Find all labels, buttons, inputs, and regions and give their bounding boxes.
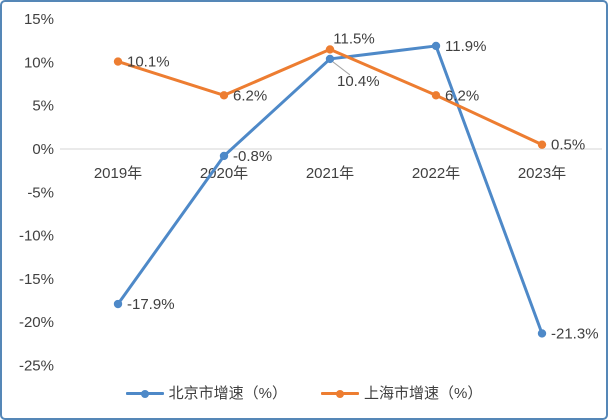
legend-item-0: 北京市增速（%） <box>125 385 287 402</box>
y-axis-tick-label: 10% <box>24 54 54 71</box>
y-axis-tick-label: -20% <box>19 314 54 331</box>
data-label-leader-line <box>332 61 351 76</box>
x-axis-tick-label: 2022年 <box>412 165 460 182</box>
legend-item-1: 上海市增速（%） <box>321 386 482 401</box>
series-0-point-1 <box>219 151 229 161</box>
legend-line-marker-icon <box>321 389 359 398</box>
series-1-point-2 <box>325 45 335 54</box>
series-1-point-3 <box>431 91 441 100</box>
series-0-point-2 <box>325 54 335 64</box>
line-chart-canvas: 15% 10% 5% 0% -5% -10% -15% -20% -25% 2019年 2020年 2… <box>19 11 602 375</box>
legend-line-marker-icon <box>125 389 164 398</box>
data-label: 11.9% <box>445 38 486 55</box>
data-label: 6.2% <box>445 87 479 104</box>
data-label: 0.5% <box>551 137 585 154</box>
chart-legend: 北京市增速（%） 上海市增速（%） <box>2 386 606 401</box>
series-1-point-4 <box>537 140 547 149</box>
series-0-point-4 <box>537 329 547 338</box>
y-axis-tick-label: -15% <box>19 271 54 288</box>
y-axis-tick-label: -5% <box>27 184 54 201</box>
y-axis-tick-label: 15% <box>24 11 54 28</box>
series-0-point-3 <box>431 41 441 51</box>
series-1-point-1 <box>219 91 229 100</box>
data-label: 6.2% <box>233 87 267 104</box>
legend-dot-icon <box>336 389 344 398</box>
series-1-point-0 <box>113 57 123 66</box>
data-label: 11.5% <box>333 30 374 47</box>
legend-label: 北京市增速（%） <box>168 385 287 402</box>
legend-dot-icon <box>140 389 149 398</box>
x-axis-tick-label: 2021年 <box>306 165 354 182</box>
data-label: -0.8% <box>233 148 272 165</box>
x-axis-tick-label: 2019年 <box>94 165 142 182</box>
data-label: 10.1% <box>127 54 170 71</box>
legend-label: 上海市增速（%） <box>364 385 483 402</box>
data-label: -21.3% <box>551 325 599 342</box>
data-label: -17.9% <box>127 296 175 313</box>
x-axis-tick-label: 2020年 <box>200 165 248 182</box>
y-axis-tick-label: 5% <box>32 98 54 115</box>
y-axis-tick-label: 0% <box>32 141 54 158</box>
series-0-point-0 <box>113 299 123 309</box>
y-axis-tick-label: -25% <box>19 358 54 375</box>
y-axis-tick-label: -10% <box>19 228 54 245</box>
x-axis-tick-label: 2023年 <box>518 165 566 182</box>
data-label: 10.4% <box>337 73 380 90</box>
